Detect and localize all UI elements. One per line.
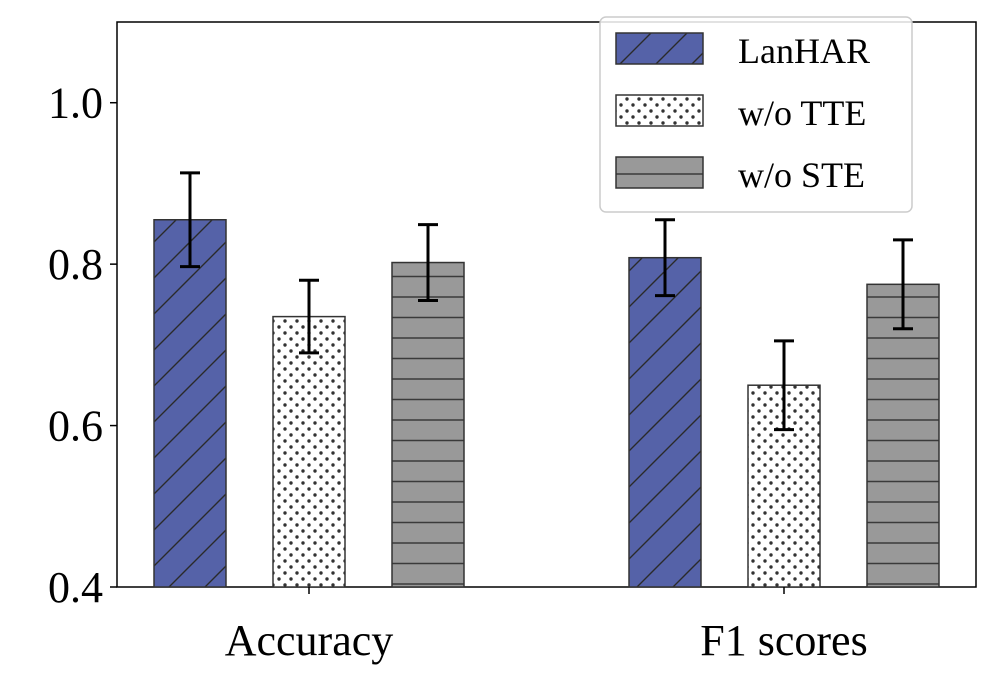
- legend-swatch-wo-ste: [615, 156, 704, 189]
- error-bar-w-o-tte-f1-scores: [774, 339, 794, 432]
- legend-label-wo-ste: w/o STE: [738, 155, 865, 195]
- bar-lanhar-accuracy: [153, 219, 227, 588]
- bar-w-o-ste-f1-scores: [866, 283, 940, 588]
- error-bar-w-o-tte-accuracy: [299, 278, 319, 355]
- legend: LanHAR w/o TTE w/o STE: [599, 16, 913, 213]
- y-tick-label: 1.0: [48, 79, 103, 128]
- y-tick-label: 0.4: [48, 563, 103, 612]
- bar-w-o-tte-accuracy: [272, 315, 346, 588]
- y-tick-label: 0.8: [48, 240, 103, 289]
- error-bar-lanhar-accuracy: [180, 171, 200, 269]
- legend-swatch-lanhar: [615, 32, 704, 65]
- bar-w-o-ste-accuracy: [391, 261, 465, 588]
- legend-label-wo-tte: w/o TTE: [738, 93, 866, 133]
- y-axis: 0.4 0.6 0.8 1.0: [48, 79, 117, 612]
- error-bar-w-o-ste-accuracy: [418, 223, 438, 302]
- x-category-label-f1-scores: F1 scores: [700, 616, 867, 665]
- error-bar-w-o-ste-f1-scores: [893, 238, 913, 331]
- legend-label-lanhar: LanHAR: [738, 31, 870, 71]
- x-category-label-accuracy: Accuracy: [225, 616, 394, 665]
- bar-lanhar-f1-scores: [628, 256, 702, 588]
- y-tick-label: 0.6: [48, 402, 103, 451]
- x-axis: Accuracy F1 scores: [225, 587, 868, 665]
- error-bar-lanhar-f1-scores: [655, 218, 675, 298]
- error-bars: [180, 171, 913, 432]
- bars: [153, 219, 940, 588]
- legend-swatch-wo-tte: [615, 94, 704, 127]
